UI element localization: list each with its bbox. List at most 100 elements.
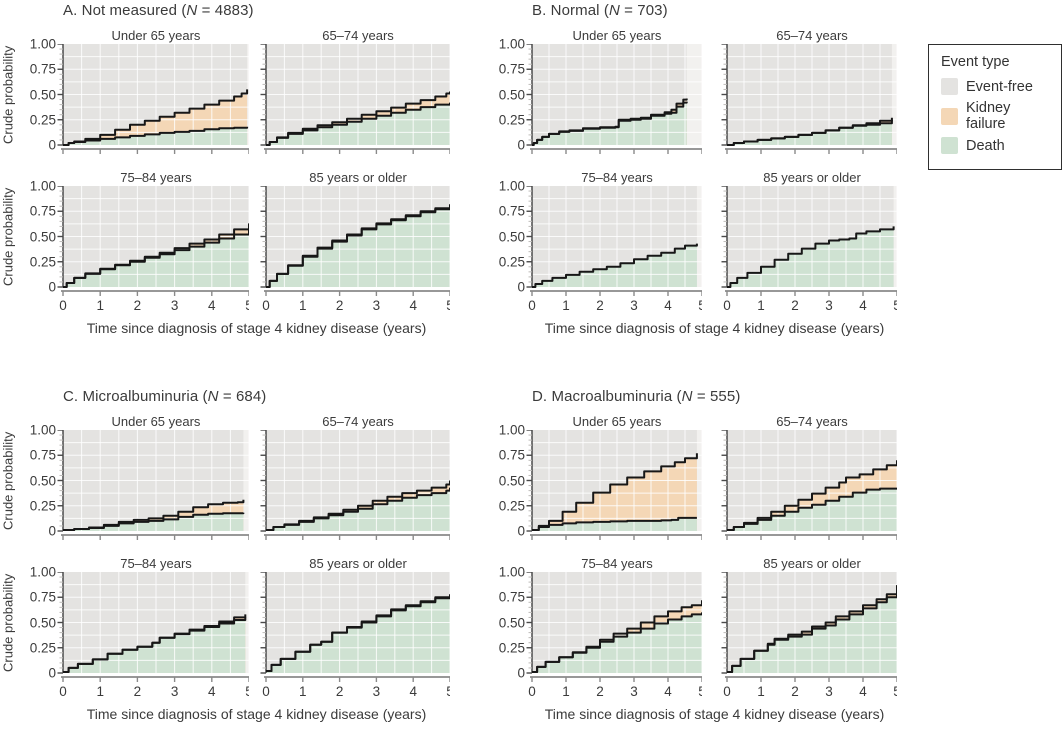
y-tick-label: 1.00: [498, 564, 525, 580]
x-axis: 0 1 2 3 4 5: [723, 290, 897, 313]
x-tick-label: 5: [893, 684, 897, 699]
y-axis-label: Crude probability: [0, 431, 16, 530]
subplot-title: 75–84 years: [120, 556, 192, 571]
panel-a: A. Not measured (N = 4883) Under 65 years…: [0, 2, 470, 342]
y-tick-label: 0.50: [498, 229, 525, 244]
x-axis: [530, 534, 702, 540]
x-tick-label: 1: [757, 298, 765, 313]
x-tick-label: 0: [262, 298, 270, 313]
subplot-title: 85 years or older: [309, 170, 407, 185]
y-tick-label: 0.75: [29, 447, 56, 463]
x-axis: 0 1 2 3 4 5: [59, 290, 249, 313]
subplot-plot-area-75-84-years: [57, 186, 249, 288]
y-tick-labels: 1.00 0.75 0.50 0.25 0: [494, 565, 525, 681]
event-free-swatch: [941, 78, 958, 95]
x-tick-label: 5: [698, 298, 702, 313]
x-tick-label: 4: [208, 298, 216, 313]
panel-title-n: N: [207, 388, 219, 405]
y-tick-labels: 1.00 0.75 0.50 0.25 0: [20, 423, 56, 539]
subplot-title: 65–74 years: [776, 28, 848, 43]
x-tick-label: 5: [446, 298, 450, 313]
x-tick-label: 0: [528, 298, 536, 313]
subplot-title: 85 years or older: [309, 556, 407, 571]
x-axis: 0 1 2 3 4 5: [528, 676, 702, 699]
y-tick-label: 0: [48, 137, 56, 153]
x-axis: 0 1 2 3 4 5: [723, 676, 897, 699]
x-axis: [61, 534, 249, 540]
x-tick-label: 2: [134, 684, 142, 699]
x-tick-label: 3: [630, 684, 638, 699]
y-tick-labels: 1.00 0.75 0.50 0.25 0: [494, 423, 525, 539]
y-tick-label: 1.00: [29, 564, 56, 580]
subplot-title: Under 65 years: [572, 414, 662, 429]
y-tick-labels: 1.00 0.75 0.50 0.25 0: [20, 179, 56, 295]
panel-title-n: N: [186, 2, 198, 19]
y-tick-label: 1.00: [498, 422, 525, 438]
y-tick-labels: 1.00 0.75 0.50 0.25 0: [494, 179, 525, 295]
y-tick-labels: 1.00 0.75 0.50 0.25 0: [494, 37, 525, 153]
subplot-title: Under 65 years: [111, 28, 201, 43]
x-tick-label: 1: [757, 684, 765, 699]
x-tick-label: 4: [664, 684, 672, 699]
x-tick-label: 4: [409, 298, 417, 313]
legend: Event type Event-free Kidney failure Dea…: [928, 44, 1062, 170]
x-axis: [264, 148, 450, 154]
panel-title-n: N: [608, 2, 620, 19]
panel-title-text: B. Normal (: [532, 2, 609, 19]
subplot-title: 65–74 years: [322, 28, 394, 43]
subplot-plot-area-under-65-years: [57, 430, 249, 532]
subplot-plot-area-under-65-years: [526, 430, 702, 532]
subplot-title: Under 65 years: [572, 28, 662, 43]
y-tick-label: 0.25: [498, 498, 525, 514]
x-tick-label: 4: [208, 684, 216, 699]
x-tick-label: 2: [336, 684, 344, 699]
y-tick-label: 0.25: [498, 112, 525, 128]
x-tick-label: 1: [299, 298, 307, 313]
x-tick-label: 0: [262, 684, 270, 699]
y-tick-label: 0: [517, 665, 525, 681]
y-axis-label: Crude probability: [0, 45, 16, 144]
subplot-title: 65–74 years: [776, 414, 848, 429]
x-axis-label: Time since diagnosis of stage 4 kidney d…: [86, 706, 427, 722]
x-axis-label: Time since diagnosis of stage 4 kidney d…: [544, 320, 885, 336]
panel-title-text: A. Not measured (: [63, 2, 187, 19]
y-tick-label: 0.75: [29, 589, 56, 605]
kidney-failure-swatch: [941, 107, 958, 125]
x-tick-label: 3: [825, 684, 833, 699]
y-tick-label: 0.25: [498, 640, 525, 656]
x-axis: [725, 148, 897, 154]
x-tick-label: 5: [893, 298, 897, 313]
x-tick-label: 3: [825, 298, 833, 313]
x-tick-label: 4: [859, 298, 867, 313]
y-tick-labels: 1.00 0.75 0.50 0.25 0: [20, 37, 56, 153]
y-tick-label: 0.75: [498, 589, 525, 605]
subplot-title: 85 years or older: [763, 556, 861, 571]
x-tick-label: 2: [596, 298, 604, 313]
subplot-plot-area-85-years-or-older: [721, 186, 897, 288]
subplot-plot-area-65-74-years: [260, 44, 450, 146]
y-tick-label: 0.75: [29, 61, 56, 77]
y-tick-label: 1.00: [29, 422, 56, 438]
y-tick-label: 1.00: [498, 36, 525, 52]
legend-item-kidney-failure: Kidney failure: [941, 100, 1051, 132]
y-tick-label: 0.50: [498, 87, 525, 102]
subplot-plot-area-75-84-years: [526, 186, 702, 288]
x-tick-label: 3: [373, 298, 381, 313]
x-tick-label: 3: [171, 684, 179, 699]
x-tick-label: 4: [409, 684, 417, 699]
y-axis-label: Crude probability: [0, 187, 16, 286]
x-axis-label: Time since diagnosis of stage 4 kidney d…: [86, 320, 427, 336]
x-axis: 0 1 2 3 4 5: [262, 676, 450, 699]
y-tick-label: 0.25: [29, 112, 56, 128]
x-tick-label: 0: [528, 684, 536, 699]
x-tick-label: 2: [134, 298, 142, 313]
subplot-title: 65–74 years: [322, 414, 394, 429]
x-axis: 0 1 2 3 4 5: [262, 290, 450, 313]
x-tick-label: 5: [245, 684, 249, 699]
panel-c-title: C. Microalbuminuria (N = 684): [63, 388, 266, 410]
subplot-plot-area-under-65-years: [57, 44, 249, 146]
y-tick-label: 0: [517, 279, 525, 295]
y-tick-label: 0.50: [29, 615, 56, 630]
y-tick-label: 0.50: [29, 87, 56, 102]
